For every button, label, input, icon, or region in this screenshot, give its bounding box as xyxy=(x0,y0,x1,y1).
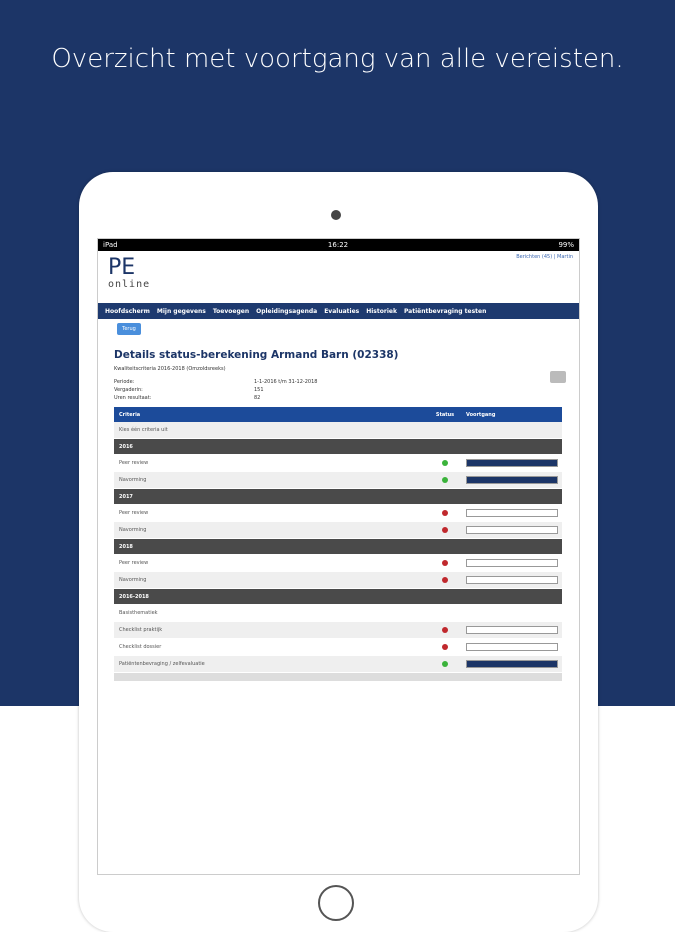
table-header: Criteria Status Voortgang xyxy=(114,407,562,422)
nav-item[interactable]: Opleidingsagenda xyxy=(256,307,318,315)
progress-bar xyxy=(466,559,558,567)
nav-item[interactable]: Evaluaties xyxy=(324,307,360,315)
logo[interactable]: PE online xyxy=(108,255,151,291)
nav-item[interactable]: Historiek xyxy=(366,307,397,315)
table-row[interactable]: Peer review xyxy=(114,505,562,522)
device-label: iPad xyxy=(103,241,118,249)
criteria-label[interactable]: Navorming xyxy=(119,527,147,533)
table-row[interactable]: Navorming xyxy=(114,522,562,539)
criteria-label[interactable]: Peer review xyxy=(119,460,149,466)
criteria-label[interactable]: Basisthematiek xyxy=(119,610,158,616)
year-label: 2017 xyxy=(119,493,133,500)
progress-bar xyxy=(466,509,558,517)
status-ok-icon xyxy=(442,477,448,483)
progress-bar xyxy=(466,476,558,484)
header-criteria[interactable]: Criteria xyxy=(119,411,141,418)
nav-item[interactable]: Hoofdscherm xyxy=(105,307,150,315)
headline: Overzicht met voortgang van alle vereist… xyxy=(51,44,624,74)
header-progress[interactable]: Voortgang xyxy=(466,411,496,418)
progress-bar xyxy=(466,526,558,534)
status-fail-icon xyxy=(442,527,448,533)
hint-row: Kies één criteria uit xyxy=(114,422,562,439)
table-row[interactable]: Patiëntenbevraging / zelfevaluatie xyxy=(114,656,562,673)
info-row: Periode: 1-1-2016 t/m 31-12-2018 xyxy=(114,379,318,385)
status-ok-icon xyxy=(442,661,448,667)
nav-item[interactable]: Toevoegen xyxy=(212,307,250,315)
camera-icon xyxy=(331,210,341,220)
tablet-screen: iPad 16:22 99% PE online Berichten (45) |… xyxy=(97,238,580,875)
user-link[interactable]: Martin xyxy=(557,254,573,260)
status-fail-icon xyxy=(442,627,448,633)
nav-item[interactable]: Mijn gegevens xyxy=(156,307,206,315)
criteria-label[interactable]: Checklist dossier xyxy=(119,644,162,650)
criteria-label[interactable]: Navorming xyxy=(119,577,147,583)
messages-link[interactable]: Berichten (45) xyxy=(516,254,553,260)
table-row[interactable]: Basisthematiek xyxy=(114,605,562,622)
progress-bar xyxy=(466,459,558,467)
progress-bar xyxy=(466,576,558,584)
status-bar: iPad 16:22 99% xyxy=(98,239,579,251)
info-row: Vergaderin: 151 xyxy=(114,387,264,393)
back-button[interactable]: Terug xyxy=(117,323,141,335)
status-fail-icon xyxy=(442,644,448,650)
criteria-label[interactable]: Navorming xyxy=(119,477,147,483)
printer-icon[interactable] xyxy=(550,371,566,383)
criteria-label[interactable]: Patiëntenbevraging / zelfevaluatie xyxy=(119,661,205,667)
year-group-row: 2016 xyxy=(114,439,562,455)
progress-bar xyxy=(466,626,558,634)
table-row[interactable]: Navorming xyxy=(114,572,562,589)
table-row[interactable]: Peer review xyxy=(114,555,562,572)
year-label: 2016-2018 xyxy=(119,593,149,600)
year-group-row: 2016-2018 xyxy=(114,589,562,605)
criteria-label[interactable]: Checklist praktijk xyxy=(119,627,163,633)
status-fail-icon xyxy=(442,577,448,583)
page-subtitle: Kwaliteitscriteria 2016-2018 (Omzoldsree… xyxy=(114,366,226,372)
top-links: Berichten (45) | Martin xyxy=(516,254,573,260)
table-row[interactable]: Navorming xyxy=(114,472,562,489)
criteria-label[interactable]: Peer review xyxy=(119,510,149,516)
battery: 99% xyxy=(558,241,574,249)
table-row[interactable]: Checklist dossier xyxy=(114,639,562,656)
main-nav: Hoofdscherm Mijn gegevens Toevoegen Opleidi… xyxy=(98,303,579,319)
home-button xyxy=(318,885,354,921)
progress-bar xyxy=(466,643,558,651)
table-footer xyxy=(114,673,562,681)
header-status[interactable]: Status xyxy=(435,411,455,418)
table-row[interactable]: Peer review xyxy=(114,455,562,472)
clock: 16:22 xyxy=(327,241,349,249)
status-fail-icon xyxy=(442,560,448,566)
year-label: 2016 xyxy=(119,443,133,450)
year-group-row: 2017 xyxy=(114,489,562,505)
page-title: Details status-berekening Armand Barn (0… xyxy=(114,349,399,361)
year-group-row: 2018 xyxy=(114,539,562,555)
year-label: 2018 xyxy=(119,543,133,550)
status-ok-icon xyxy=(442,460,448,466)
nav-item[interactable]: Patiëntbevraging testen xyxy=(403,307,487,315)
criteria-table: Criteria Status Voortgang Kies één crite… xyxy=(114,407,562,681)
info-row: Uren resultaat: 82 xyxy=(114,395,261,401)
status-fail-icon xyxy=(442,510,448,516)
table-row[interactable]: Checklist praktijk xyxy=(114,622,562,639)
criteria-label[interactable]: Peer review xyxy=(119,560,149,566)
progress-bar xyxy=(466,660,558,668)
